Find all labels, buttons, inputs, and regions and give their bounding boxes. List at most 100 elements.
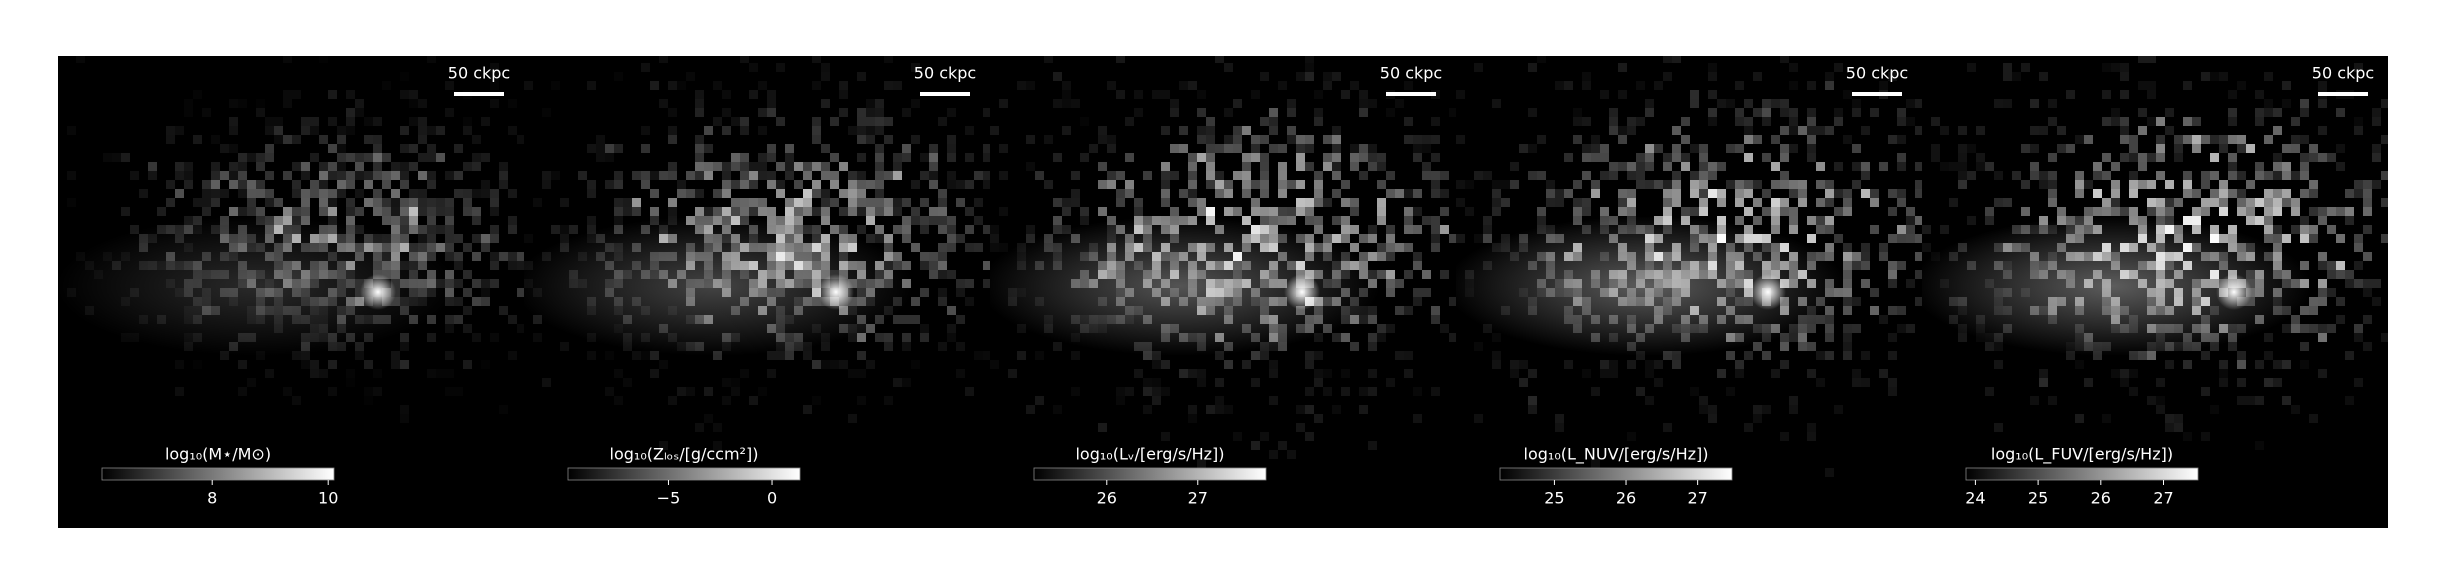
pixel — [990, 360, 999, 369]
pixel — [418, 189, 427, 198]
pixel — [1242, 126, 1251, 135]
pixel — [938, 252, 947, 261]
pixel — [1735, 117, 1744, 126]
pixel — [1062, 207, 1071, 216]
pixel — [999, 243, 1008, 252]
pixel — [1161, 171, 1170, 180]
pixel — [1834, 207, 1843, 216]
pixel — [1368, 252, 1377, 261]
pixel — [560, 225, 569, 234]
pixel — [1564, 81, 1573, 90]
pixel — [2273, 189, 2282, 198]
pixel — [875, 180, 884, 189]
pixel — [929, 180, 938, 189]
pixel — [148, 162, 157, 171]
pixel — [1967, 144, 1976, 153]
pixel — [920, 252, 929, 261]
pixel — [1314, 117, 1323, 126]
pixel — [1431, 135, 1440, 144]
pixel — [1098, 180, 1107, 189]
pixel — [481, 153, 490, 162]
pixel — [1278, 180, 1287, 189]
pixel — [2300, 99, 2309, 108]
image — [524, 56, 990, 450]
pixel — [2255, 396, 2264, 405]
pixel — [1681, 153, 1690, 162]
pixel — [2003, 99, 2012, 108]
pixel — [2354, 180, 2363, 189]
pixel — [1636, 117, 1645, 126]
pixel — [481, 279, 490, 288]
pixel — [355, 351, 364, 360]
pixel — [1474, 342, 1483, 351]
pixel — [121, 207, 130, 216]
image — [1922, 0, 2435, 441]
pixel — [2381, 0, 2390, 9]
pixel — [2138, 153, 2147, 162]
pixel — [875, 126, 884, 135]
pixel — [1654, 360, 1663, 369]
pixel — [1314, 225, 1323, 234]
pixel — [2192, 135, 2201, 144]
pixel — [472, 207, 481, 216]
pixel — [1762, 108, 1771, 117]
pixel — [2336, 162, 2345, 171]
pixel — [785, 162, 794, 171]
pixel — [740, 56, 749, 63]
pixel — [355, 99, 364, 108]
pixel — [283, 54, 292, 63]
pixel — [803, 189, 812, 198]
pixel — [1546, 189, 1555, 198]
pixel — [1807, 117, 1816, 126]
pixel — [1287, 18, 1296, 27]
pixel — [776, 63, 785, 72]
pixel — [2345, 216, 2354, 225]
pixel — [1044, 36, 1053, 45]
pixel — [1314, 378, 1323, 387]
pixel — [731, 153, 740, 162]
pixel — [1368, 333, 1377, 342]
pixel — [2309, 234, 2318, 243]
pixel — [668, 396, 677, 405]
pixel — [1044, 56, 1053, 63]
scalebar-label: 50 ckpc — [1846, 64, 1908, 83]
pixel — [1906, 216, 1915, 225]
pixel — [1492, 189, 1501, 198]
pixel — [1456, 198, 1465, 207]
pixel — [2237, 378, 2246, 387]
pixel — [454, 297, 463, 306]
pixel — [1843, 252, 1852, 261]
pixel — [1206, 405, 1215, 414]
pixel — [1215, 405, 1224, 414]
pixel — [427, 207, 436, 216]
pixel — [67, 198, 76, 207]
pixel — [641, 351, 650, 360]
pixel — [346, 378, 355, 387]
galaxy-glow — [990, 216, 1380, 356]
pixel — [1107, 144, 1116, 153]
pixel — [1422, 135, 1431, 144]
pixel — [445, 369, 454, 378]
pixel — [2426, 243, 2435, 252]
pixel — [605, 180, 614, 189]
pixel — [319, 171, 328, 180]
pixel — [2246, 198, 2255, 207]
pixel — [1080, 117, 1089, 126]
pixel — [436, 243, 445, 252]
pixel — [2300, 189, 2309, 198]
pixel — [472, 333, 481, 342]
pixel — [364, 360, 373, 369]
pixel — [1296, 162, 1305, 171]
pixel — [1125, 117, 1134, 126]
pixel — [956, 198, 965, 207]
colorbar-label: log₁₀(M⋆/M⊙) — [165, 445, 271, 464]
pixel — [409, 144, 418, 153]
pixel — [1305, 198, 1314, 207]
pixel — [884, 81, 893, 90]
pixel — [2318, 18, 2327, 27]
pixel — [749, 396, 758, 405]
pixel — [2282, 324, 2291, 333]
pixel — [794, 198, 803, 207]
pixel — [740, 207, 749, 216]
pixel — [364, 117, 373, 126]
